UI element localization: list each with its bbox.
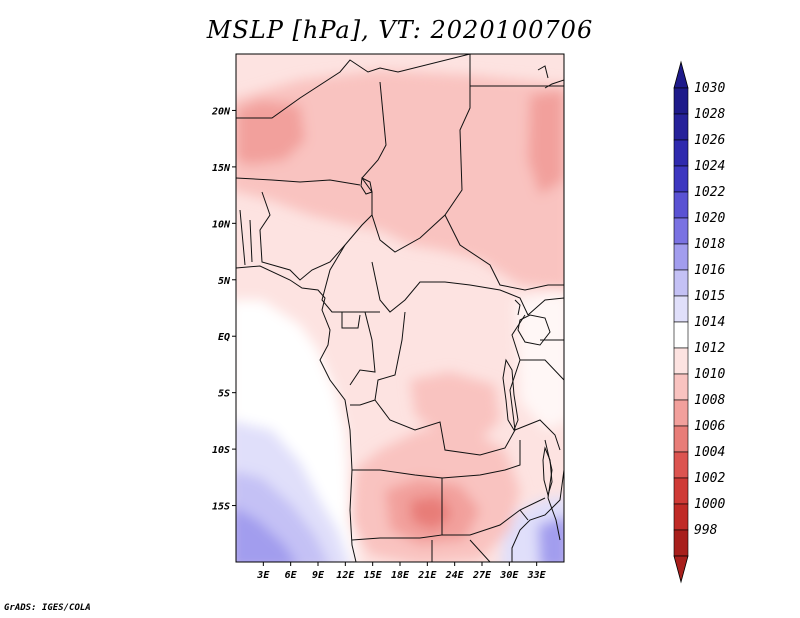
colorbar-label: 1012 (694, 341, 725, 356)
colorbar-label: 998 (694, 523, 718, 538)
colorbar-swatch (673, 269, 689, 297)
lat-tick-label: 10S (212, 445, 230, 456)
pressure-field (236, 54, 564, 562)
colorbar-label: 1020 (694, 211, 725, 226)
colorbar-label: 1014 (694, 315, 725, 330)
lat-tick-label: 5S (218, 389, 230, 400)
lat-tick-label: 10N (212, 219, 231, 230)
colorbar-swatch (673, 139, 689, 167)
border-tanzania (514, 419, 561, 499)
lon-tick-label: 33E (527, 570, 547, 581)
colorbar-label: 1010 (694, 367, 725, 382)
lake-victoria (517, 314, 551, 346)
colorbar-label: 1018 (694, 237, 725, 252)
colorbar-label: 1026 (694, 133, 725, 148)
colorbar-swatch (673, 347, 689, 375)
grads-credit: GrADS: IGES/COLA (4, 603, 91, 613)
colorbar: 1030 1028 1026 1024 1022 1020 1018 1016 1015 1014… (673, 60, 725, 584)
colorbar-label: 1006 (694, 419, 725, 434)
colorbar-swatch (673, 373, 689, 401)
colorbar-swatch (673, 425, 689, 453)
colorbar-swatch (673, 529, 689, 557)
colorbar-label: 1028 (694, 107, 725, 122)
border-mali-niger (236, 177, 361, 186)
colorbar-swatch (673, 399, 689, 427)
colorbar-bottom-arrow (673, 555, 689, 584)
border-angola (350, 399, 443, 541)
field-1008-sudan (528, 90, 564, 195)
colorbar-top-arrow (673, 60, 689, 89)
lat-tick-label: 20N (211, 106, 231, 117)
field-1010-central (410, 372, 500, 440)
colorbar-swatch (673, 191, 689, 219)
colorbar-swatch (673, 321, 689, 349)
colorbar-label: 1016 (694, 263, 725, 278)
colorbar-label: 1002 (694, 471, 725, 486)
lon-tick-label: 21E (417, 570, 437, 581)
colorbar-label: 1030 (694, 81, 725, 96)
lon-tick-label: 15E (364, 570, 383, 581)
colorbar-swatch (673, 295, 689, 323)
field-1010-north (236, 70, 564, 290)
border-gabon-congo (341, 311, 376, 386)
lake-malawi (542, 446, 553, 497)
colorbar-swatch (673, 87, 689, 115)
colorbar-swatch (673, 451, 689, 479)
lat-tick-label: 15S (212, 502, 230, 513)
colorbar-label: 1024 (694, 159, 725, 174)
latitude-axis: 20N 15N 10N 5N EQ 5S 10S 15S (211, 106, 236, 513)
coast-east-africa (511, 469, 564, 562)
longitude-axis: 3E 6E 9E 12E 15E 18E 21E 24E 27E 30E 33E (256, 562, 547, 581)
colorbar-label: 1000 (694, 497, 725, 512)
coastlines (236, 65, 564, 562)
border-namibia-botswana (431, 539, 491, 562)
lake-albert (514, 299, 521, 316)
lake-chad (360, 177, 373, 195)
colorbar-swatch (673, 503, 689, 531)
colorbar-label: 1008 (694, 393, 725, 408)
lon-tick-label: 30E (499, 570, 519, 581)
red-sea-coast (537, 65, 564, 89)
colorbar-swatch (673, 113, 689, 141)
lon-tick-label: 6E (285, 570, 298, 581)
coast-west-africa (236, 265, 357, 562)
lon-tick-label: 18E (391, 570, 410, 581)
country-borders (236, 54, 564, 562)
lat-tick-label: 5N (218, 276, 231, 287)
lat-tick-label: 15N (212, 163, 231, 174)
border-south-sudan (444, 214, 564, 291)
colorbar-swatch (673, 477, 689, 505)
lon-tick-label: 9E (312, 570, 325, 581)
colorbar-label: 1022 (694, 185, 725, 200)
border-zambia (441, 440, 521, 479)
colorbar-label: 1015 (694, 289, 725, 304)
border-mozambique (519, 497, 561, 541)
border-sudan (469, 85, 564, 108)
lat-tick-label: EQ (218, 332, 230, 343)
border-benin-togo (239, 209, 253, 266)
border-car (371, 261, 529, 316)
colorbar-label: 1004 (694, 445, 725, 460)
lon-tick-label: 12E (336, 570, 355, 581)
map-title: MSLP [hPa], VT: 2020100706 (206, 16, 594, 44)
border-niger-chad (361, 54, 471, 253)
lon-tick-label: 3E (256, 570, 270, 581)
border-cameroon (321, 244, 380, 313)
colorbar-swatch (673, 217, 689, 245)
border-drc (374, 311, 526, 456)
lake-tanganyika (502, 358, 519, 432)
border-zimbabwe (442, 497, 546, 536)
colorbar-swatch (673, 243, 689, 271)
border-nigeria (259, 191, 373, 281)
colorbar-swatch (673, 165, 689, 193)
lon-tick-label: 27E (472, 570, 492, 581)
field-1018 (236, 508, 296, 562)
lon-tick-label: 24E (445, 570, 465, 581)
border-north (236, 54, 471, 119)
field-1008-sahel-west (236, 100, 305, 165)
